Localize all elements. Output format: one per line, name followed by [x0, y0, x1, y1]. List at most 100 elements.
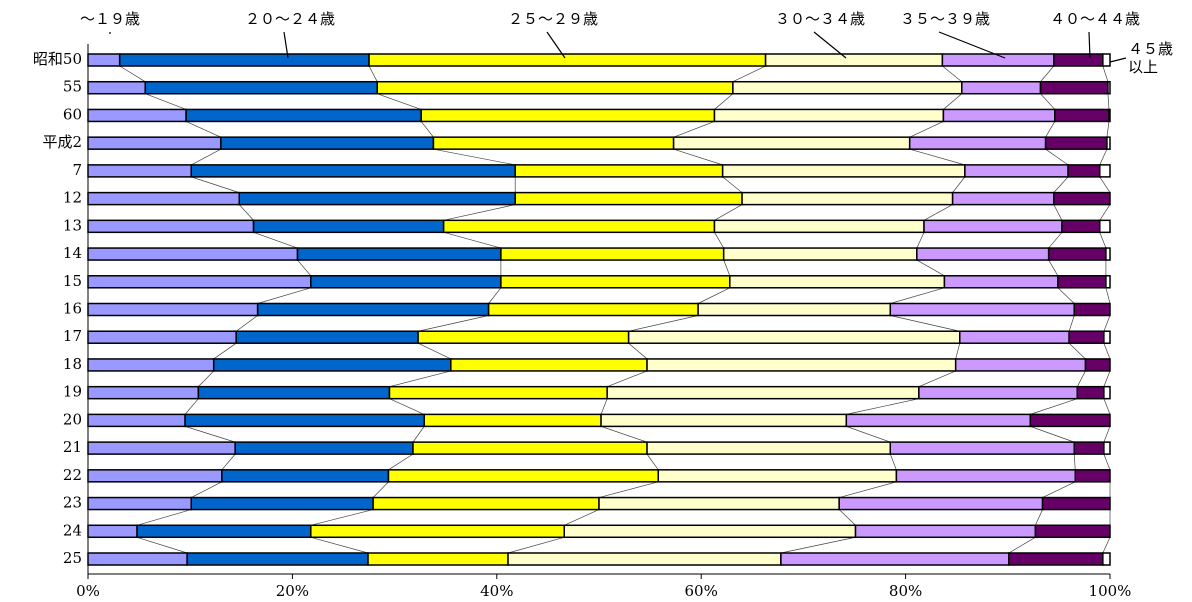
x-tick-label: 80% [889, 582, 922, 600]
bar-segment [1103, 330, 1111, 344]
y-tick-label: 16 [63, 300, 82, 318]
connector-line [722, 176, 743, 193]
y-tick-label: 60 [63, 105, 82, 123]
connector-line [412, 426, 425, 443]
bar-segment [87, 469, 223, 483]
bar-segment [372, 496, 600, 511]
connector-line [780, 536, 856, 554]
bar-segment [961, 80, 1042, 95]
bar-segment [87, 136, 222, 150]
connector-line [890, 315, 960, 332]
connector-line [1103, 315, 1111, 332]
x-tick-label: 40% [480, 582, 513, 600]
bar-segment [1107, 80, 1111, 95]
connector-line [889, 453, 897, 470]
connector-line [600, 426, 648, 443]
bar-segment [235, 330, 419, 344]
bar-segment [1057, 275, 1107, 289]
connector-line [185, 121, 222, 138]
legend-label: ２５～２９歳 [508, 10, 598, 28]
bar-segment [1029, 413, 1111, 428]
connector-line [943, 93, 963, 110]
y-tick-label: 7 [72, 161, 82, 179]
bar-segment [87, 108, 187, 123]
bar-segment [487, 302, 699, 317]
bar-segment [234, 441, 414, 455]
bar-segment [197, 385, 391, 400]
bar-segment [838, 496, 1044, 511]
bar-segment [1099, 164, 1111, 178]
connector-line [890, 287, 945, 304]
connector-line [1040, 65, 1055, 82]
bar-segment [732, 80, 963, 95]
connector-line [1030, 426, 1075, 443]
bar-segment [1074, 469, 1111, 483]
connector-line [1099, 176, 1111, 193]
bar-segment [310, 275, 502, 289]
connector-line [191, 148, 222, 166]
bar-segment [854, 524, 1037, 539]
bar-segment [646, 441, 892, 455]
bar-segment [1108, 108, 1111, 123]
bar-segment [420, 108, 716, 123]
x-tick-label: 0% [76, 582, 100, 600]
bar-segment [1053, 191, 1111, 206]
connector-line [443, 231, 501, 249]
connector-line [673, 121, 715, 138]
bar-segment [916, 247, 1050, 261]
legend-label: ３０～３４歳 [775, 10, 865, 28]
y-tick-label: 19 [63, 383, 82, 401]
bar-segment [600, 413, 848, 428]
connector-line [191, 176, 240, 193]
connector-line [1099, 149, 1108, 166]
bar-segment [1103, 385, 1111, 400]
connector-line [916, 259, 945, 277]
connector-line [310, 509, 374, 526]
connector-line [368, 65, 378, 82]
y-tick-label: 21 [63, 438, 82, 456]
connector-line [628, 342, 648, 360]
bar-segment [87, 496, 192, 511]
connector-line [714, 204, 743, 221]
connector-line [184, 426, 236, 443]
connector-line [1045, 121, 1056, 138]
bar-segment [959, 330, 1070, 344]
bar-segment [1073, 441, 1105, 455]
connector-line [646, 453, 659, 471]
bar-segment [412, 441, 648, 455]
bar-segment [1106, 136, 1111, 150]
bar-segment [721, 164, 966, 178]
bar-segment [186, 552, 369, 566]
connector-line [136, 509, 192, 526]
bar-segment [388, 385, 608, 400]
leader-line [1088, 31, 1091, 59]
connector-line [846, 398, 919, 415]
connector-line [1048, 259, 1059, 276]
bar-segment [220, 136, 435, 150]
y-tick-label: 昭和50 [33, 50, 82, 68]
bar-segment [1047, 247, 1107, 261]
connector-line [1105, 287, 1111, 304]
bar-segment [942, 108, 1056, 123]
bar-segment [87, 330, 237, 344]
bar-segment [1099, 219, 1111, 234]
bar-segment [1061, 219, 1101, 234]
connector-line [1107, 93, 1110, 110]
bar-segment [256, 302, 490, 317]
connector-line [238, 204, 254, 221]
y-tick-label: 55 [63, 78, 82, 96]
bar-segment [672, 136, 911, 150]
bar-segment [87, 219, 255, 234]
bar-segment [190, 496, 374, 511]
y-tick-label: 12 [63, 189, 82, 207]
bar-segment [1103, 441, 1111, 455]
bar-segment [1041, 496, 1111, 511]
bar-segment [563, 524, 857, 539]
connector-line [1103, 370, 1111, 387]
connector-line [184, 398, 199, 415]
bar-segment [729, 275, 946, 289]
connector-line [418, 315, 489, 332]
connector-line [909, 148, 965, 166]
bar-segment [722, 247, 918, 261]
